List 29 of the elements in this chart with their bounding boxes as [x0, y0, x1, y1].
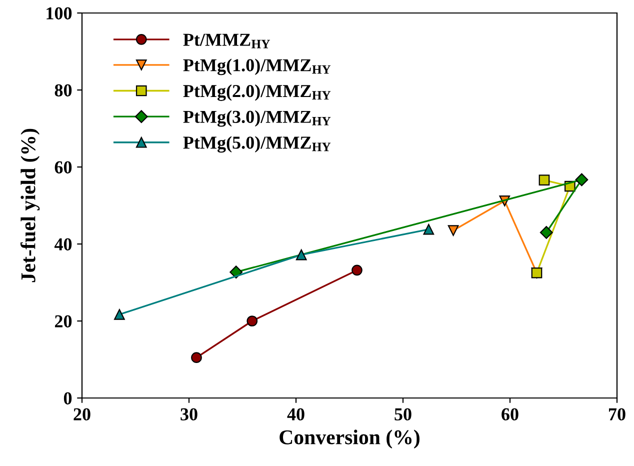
point [538, 174, 550, 186]
legend-label: PtMg(2.0)/MMZ$_{HY}$ [183, 84, 331, 101]
point [296, 249, 307, 260]
point [540, 226, 553, 239]
point [448, 225, 459, 236]
y-tick-label: 80 [54, 84, 72, 96]
legend-label: PtMg(5.0)/MMZ$_{HY}$ [183, 136, 331, 153]
x-tick-label: 30 [180, 408, 198, 420]
y-tick-label: 60 [54, 161, 72, 174]
point [575, 173, 588, 186]
point [352, 264, 362, 276]
point [191, 352, 202, 363]
legend-label: PtMg(3.0)/MMZ$_{HY}$ [183, 110, 331, 127]
legend-label: Pt/MMZ$_{HY}$ [183, 34, 270, 48]
x-axis-title: Conversion (%) [280, 430, 420, 449]
legend-label: PtMg(1.0)/MMZ$_{HY}$ [183, 58, 331, 76]
point [423, 224, 434, 235]
x-tick-label: 40 [287, 408, 304, 420]
x-tick-label: 60 [502, 408, 518, 420]
point [114, 309, 125, 320]
x-tick-label: 20 [74, 408, 90, 420]
y-tick-label: 0 [64, 392, 72, 404]
y-tick-label: 100 [46, 7, 72, 20]
point [246, 316, 258, 326]
y-tick-label: 40 [54, 238, 72, 250]
x-tick-label: 50 [394, 408, 412, 420]
x-tick-label: 70 [609, 408, 626, 420]
y-tick-label: 20 [54, 315, 72, 328]
y-axis-title: Jet-fuel yield (%) [20, 128, 40, 282]
